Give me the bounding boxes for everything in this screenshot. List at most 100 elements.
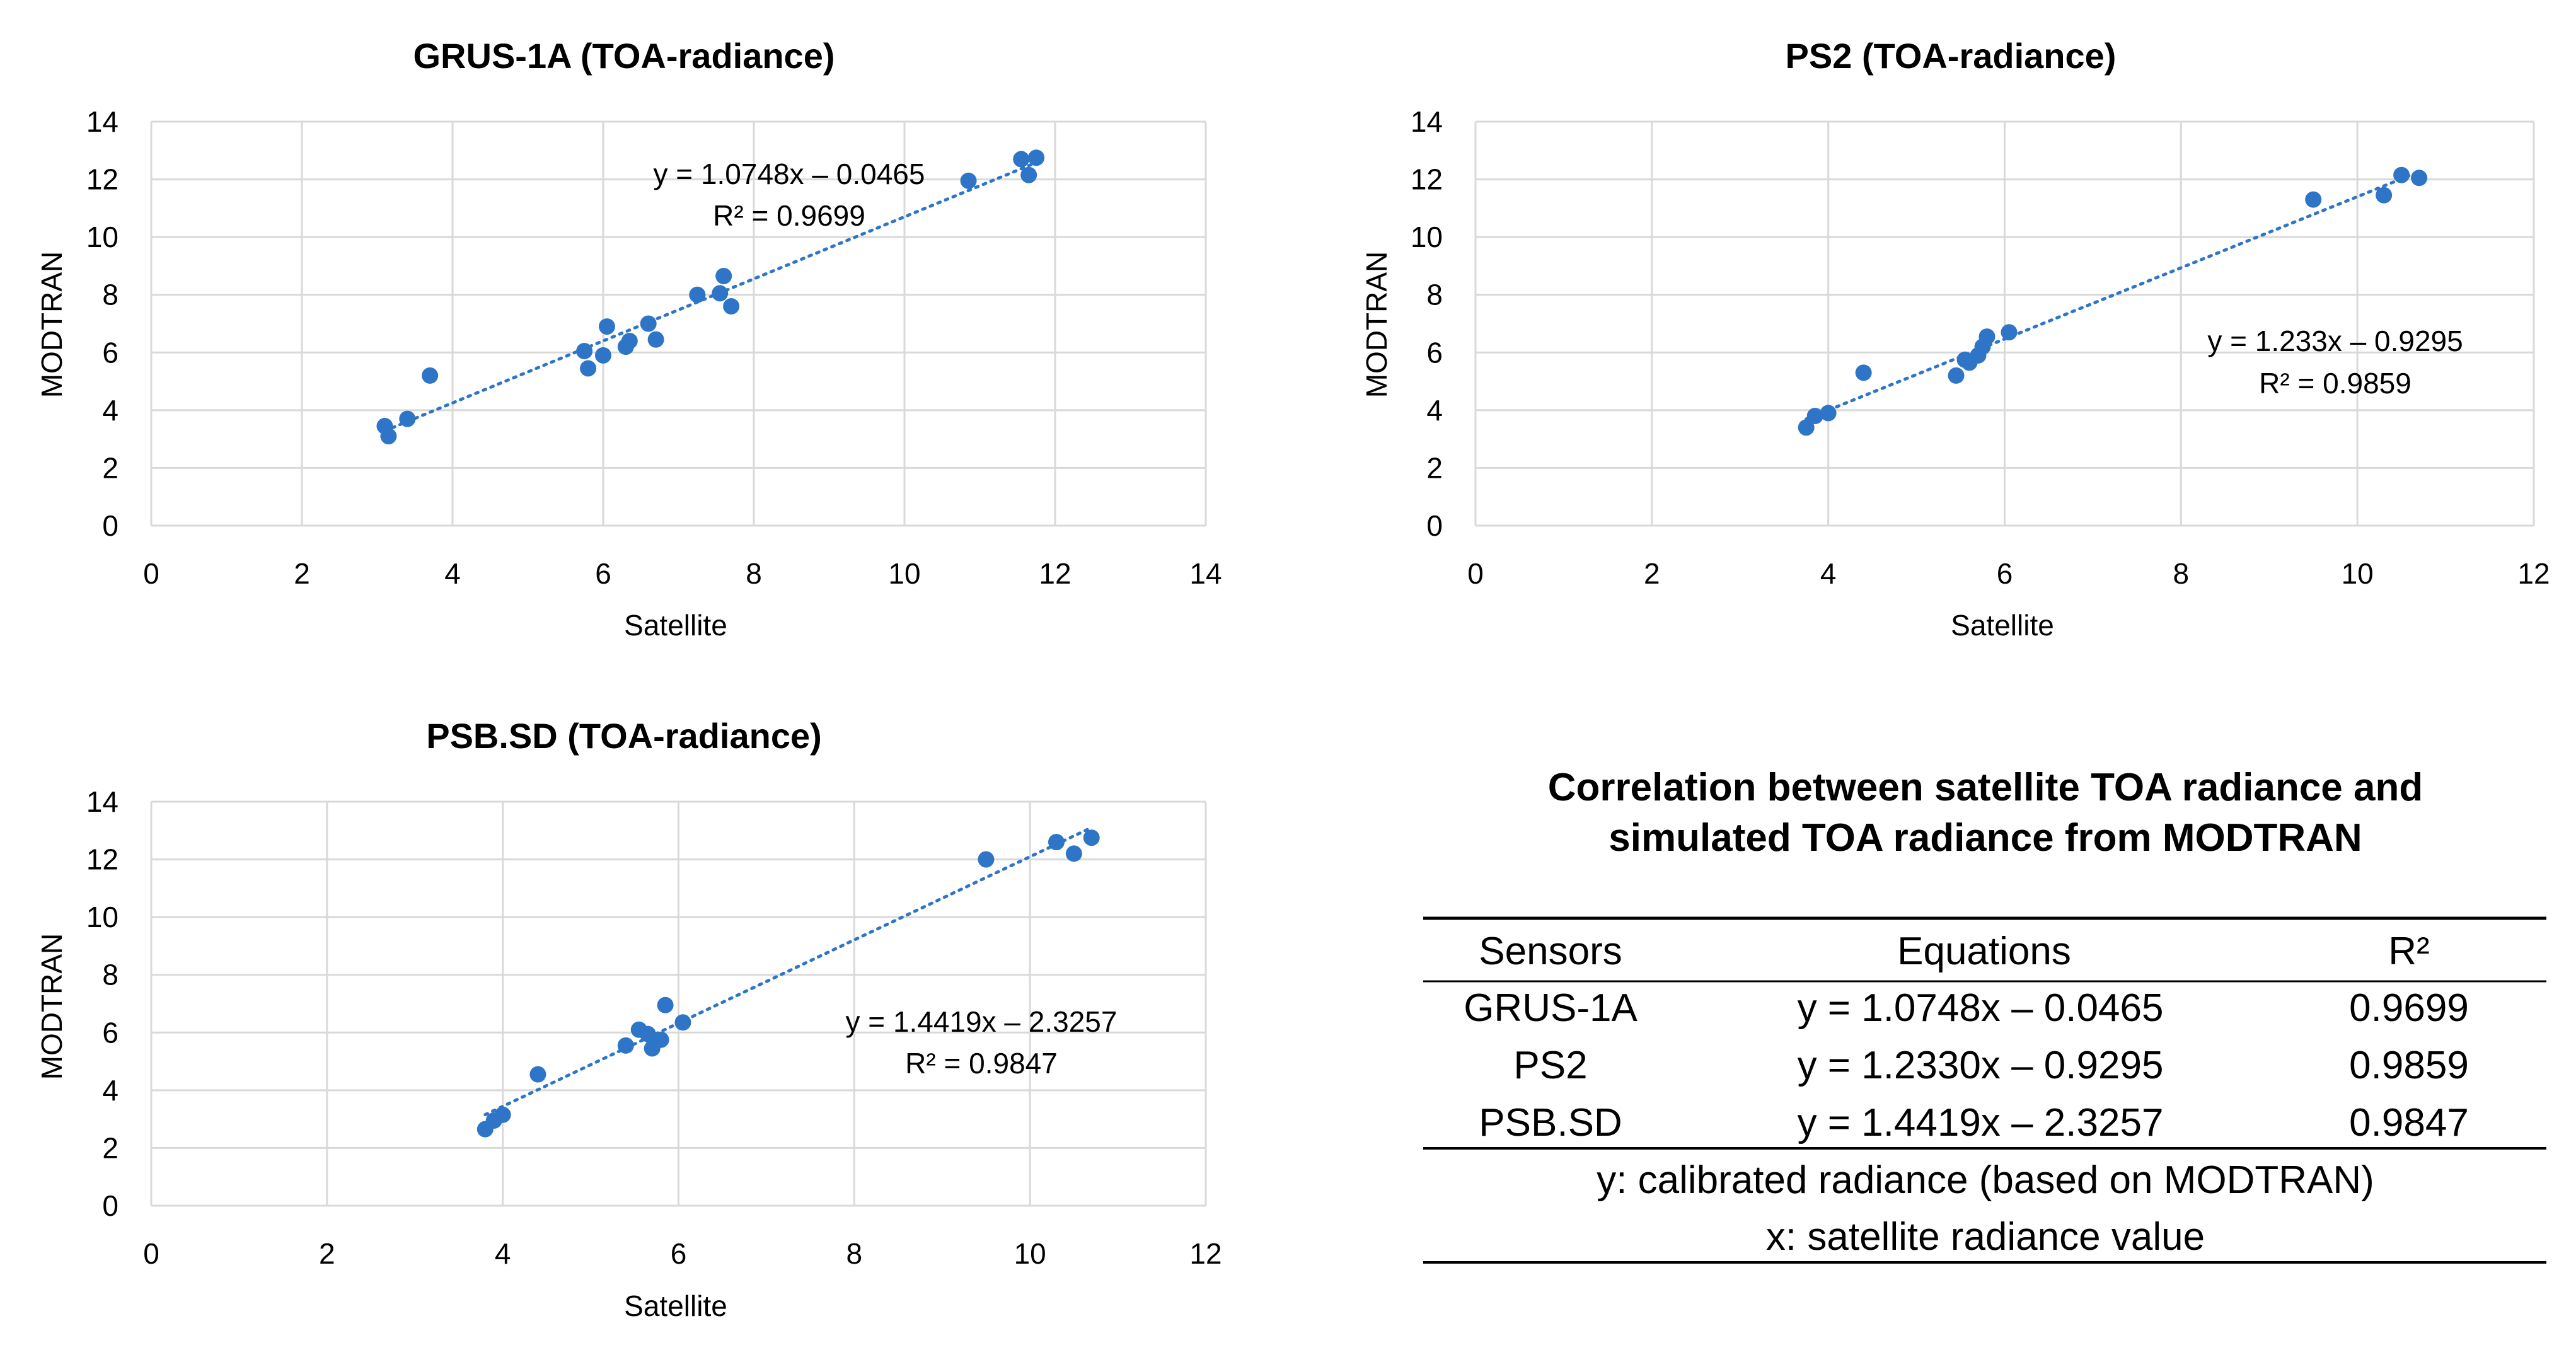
trendline-r2: R² = 0.9859 <box>2259 367 2411 400</box>
y-tick-label: 12 <box>1411 163 1443 196</box>
column-header-r2: R² <box>2388 930 2429 973</box>
chart-psbsd: PSB.SD (TOA-radiance) Satellite MODTRAN … <box>35 716 1222 1322</box>
table-note-y: y: calibrated radiance (based on MODTRAN… <box>1597 1158 2374 1202</box>
data-point <box>960 172 977 189</box>
x-axis-label: Satellite <box>624 609 727 642</box>
data-point <box>1065 845 1082 862</box>
y-tick-label: 14 <box>86 105 118 138</box>
x-tick-label: 8 <box>746 557 762 590</box>
y-tick-label: 12 <box>86 843 118 876</box>
correlation-table: Correlation between satellite TOA radian… <box>1423 766 2546 1264</box>
data-point <box>380 428 397 445</box>
table-cell-r2: 0.9847 <box>2349 1101 2469 1145</box>
x-tick-label: 10 <box>2342 557 2374 590</box>
data-point <box>723 298 740 315</box>
trendline-r2: R² = 0.9699 <box>713 199 865 232</box>
y-tick-label: 2 <box>1426 451 1443 484</box>
y-tick-label: 10 <box>86 221 118 253</box>
x-tick-label: 12 <box>1189 1237 1222 1270</box>
trendline <box>1805 170 2421 421</box>
x-tick-label: 0 <box>143 1237 159 1270</box>
data-point <box>1806 408 1823 425</box>
table-cell-r2: 0.9699 <box>2349 986 2469 1030</box>
x-tick-label: 6 <box>671 1237 687 1270</box>
data-point <box>1020 166 1037 183</box>
table-cell-r2: 0.9859 <box>2349 1044 2469 1087</box>
data-point <box>647 331 664 348</box>
data-point <box>978 851 995 868</box>
data-point <box>1798 419 1815 436</box>
data-point <box>2305 191 2322 208</box>
y-tick-label: 0 <box>102 1189 118 1222</box>
y-tick-label: 12 <box>86 163 118 196</box>
y-axis-label: MODTRAN <box>1360 251 1393 398</box>
data-point <box>640 315 657 332</box>
table-cell-equation: y = 1.0748x – 0.0465 <box>1798 986 2164 1030</box>
data-point <box>1048 834 1065 851</box>
chart-grus1a: GRUS-1A (TOA-radiance) Satellite MODTRAN… <box>35 36 1222 642</box>
y-axis-label: MODTRAN <box>35 251 68 398</box>
column-header-equations: Equations <box>1897 930 2071 973</box>
data-point <box>621 332 638 349</box>
y-tick-label: 6 <box>102 1016 118 1049</box>
trendline-equation: y = 1.4419x – 2.3257 <box>846 1005 1118 1038</box>
data-point <box>652 1031 669 1048</box>
table-note-x: x: satellite radiance value <box>1766 1215 2205 1259</box>
data-point <box>1083 829 1100 846</box>
x-axis-label: Satellite <box>624 1289 727 1322</box>
y-tick-label: 2 <box>102 1131 118 1164</box>
y-tick-label: 10 <box>1411 221 1443 253</box>
data-point <box>494 1106 511 1123</box>
x-tick-label: 4 <box>444 557 461 590</box>
gridlines <box>150 120 1207 527</box>
x-tick-label: 0 <box>143 557 159 590</box>
y-tick-label: 2 <box>102 451 118 484</box>
column-header-sensors: Sensors <box>1479 930 1622 973</box>
x-tick-label: 2 <box>319 1237 335 1270</box>
y-axis-label: MODTRAN <box>35 933 68 1080</box>
data-point <box>712 285 729 302</box>
data-point <box>1028 149 1045 166</box>
table-title-line-1: Correlation between satellite TOA radian… <box>1548 766 2423 809</box>
x-tick-label: 4 <box>1820 557 1837 590</box>
data-point <box>1948 367 1965 384</box>
table-cell-sensor: GRUS-1A <box>1464 986 1637 1030</box>
table-title-line-2: simulated TOA radiance from MODTRAN <box>1609 816 2362 860</box>
data-point <box>674 1014 691 1031</box>
data-point <box>576 342 593 359</box>
x-tick-label: 10 <box>888 557 920 590</box>
data-point <box>689 286 706 303</box>
y-tick-label: 8 <box>102 959 118 991</box>
x-tick-label: 12 <box>2517 557 2550 590</box>
data-point <box>598 318 615 335</box>
y-tick-label: 0 <box>1426 509 1443 542</box>
y-tick-label: 6 <box>102 336 118 369</box>
data-point <box>1820 405 1837 422</box>
y-tick-label: 14 <box>86 785 118 818</box>
y-tick-label: 8 <box>1426 279 1443 311</box>
y-tick-label: 4 <box>102 394 118 427</box>
data-point <box>595 347 611 364</box>
y-tick-label: 4 <box>1426 394 1443 427</box>
trendline-r2: R² = 0.9847 <box>905 1047 1058 1080</box>
y-tick-label: 14 <box>1411 105 1443 138</box>
x-axis-label: Satellite <box>1951 609 2054 642</box>
x-tick-label: 14 <box>1189 557 1222 590</box>
data-point <box>657 996 674 1013</box>
table-cell-equation: y = 1.4419x – 2.3257 <box>1798 1101 2164 1145</box>
data-point <box>1855 364 1872 381</box>
y-tick-label: 6 <box>1426 336 1443 369</box>
data-point <box>2393 166 2410 183</box>
x-tick-label: 10 <box>1014 1237 1046 1270</box>
y-tick-label: 4 <box>102 1074 118 1107</box>
y-tick-label: 0 <box>102 509 118 542</box>
chart-title: PSB.SD (TOA-radiance) <box>426 716 822 756</box>
x-tick-label: 8 <box>846 1237 863 1270</box>
table-cell-sensor: PSB.SD <box>1479 1101 1622 1145</box>
trendline <box>483 826 1094 1117</box>
trendline-equation: y = 1.233x – 0.9295 <box>2207 325 2463 357</box>
y-tick-label: 8 <box>102 279 118 311</box>
x-tick-label: 8 <box>2173 557 2190 590</box>
data-point <box>2411 170 2428 187</box>
